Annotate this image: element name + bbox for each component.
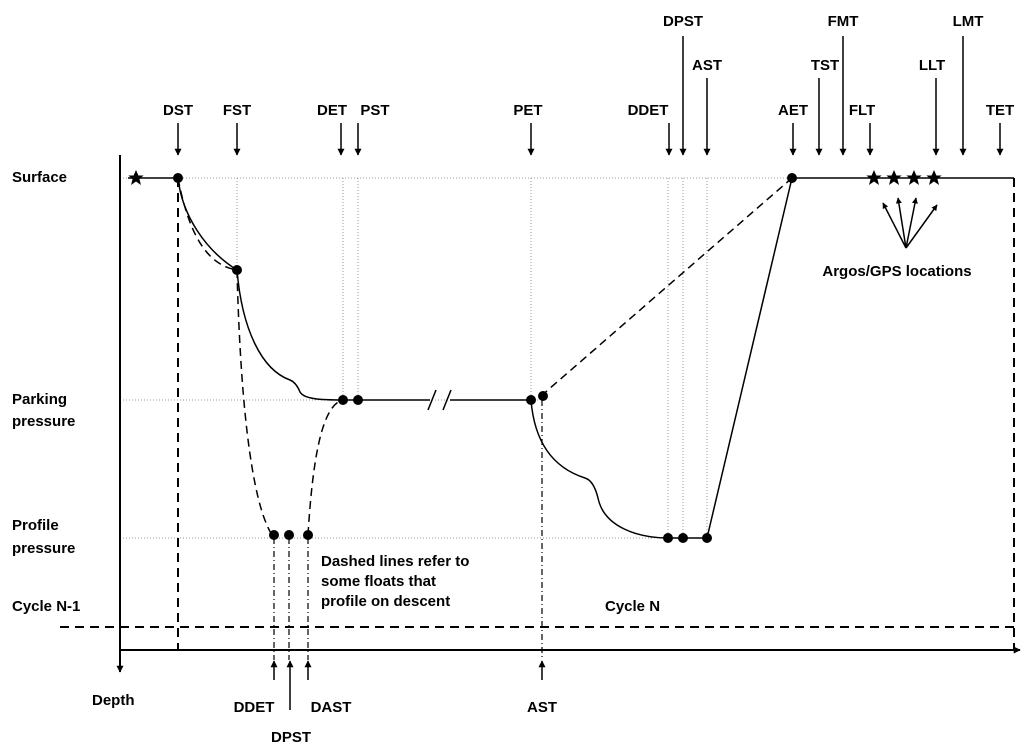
profile-label-line2: pressure [12, 540, 75, 557]
point-dpst-descent [284, 530, 294, 540]
dashed-note-line1: Dashed lines refer to [321, 553, 469, 570]
label-ddet: DDET [628, 102, 669, 119]
star-icon [128, 170, 144, 185]
point-ddet [663, 533, 673, 543]
star-icon [906, 170, 922, 185]
star-icon [926, 170, 942, 185]
point-dst [173, 173, 183, 183]
point-pet [526, 395, 536, 405]
depth-label: Depth [92, 692, 135, 709]
label-det: DET [317, 102, 347, 119]
cycle-prev-label: Cycle N-1 [12, 598, 80, 615]
profile-label-line1: Profile [12, 517, 59, 534]
label-tst: TST [811, 57, 839, 74]
bottom-label-ddet: DDET [234, 699, 275, 716]
label-lmt: LMT [953, 13, 984, 30]
point-det [338, 395, 348, 405]
point-pst [353, 395, 363, 405]
argos-arrows [882, 197, 938, 249]
point-aet [787, 173, 797, 183]
trajectory-dashed [177, 177, 793, 536]
dashdot-lines [273, 400, 543, 660]
label-llt: LLT [919, 57, 945, 74]
reference-lines [120, 177, 792, 539]
point-dast [303, 530, 313, 540]
bottom-event-arrows [270, 660, 546, 710]
label-dpst: DPST [663, 13, 703, 30]
point-ast-park [538, 391, 548, 401]
point-fst [232, 265, 242, 275]
label-tet: TET [986, 102, 1014, 119]
point-ast [702, 533, 712, 543]
event-points [173, 173, 797, 543]
star-icon [866, 170, 882, 185]
point-dpst [678, 533, 688, 543]
label-dst: DST [163, 102, 193, 119]
parking-label-line1: Parking [12, 391, 67, 408]
parking-label-line2: pressure [12, 413, 75, 430]
argos-gps-label: Argos/GPS locations [822, 263, 971, 280]
surface-label: Surface [12, 169, 67, 186]
label-fst: FST [223, 102, 251, 119]
cycle-current-label: Cycle N [605, 598, 660, 615]
bottom-label-dpst: DPST [271, 729, 311, 746]
label-flt: FLT [849, 102, 875, 119]
location-stars [128, 170, 942, 185]
axes [116, 155, 1021, 673]
star-icon [886, 170, 902, 185]
label-ast: AST [692, 57, 722, 74]
label-pst: PST [360, 102, 389, 119]
guide-lines [236, 178, 708, 538]
label-pet: PET [513, 102, 542, 119]
cycle-boundaries [60, 178, 1020, 650]
dashed-note-line2: some floats that [321, 573, 436, 590]
trajectory-solid [128, 177, 1014, 539]
top-event-arrows [174, 36, 1004, 156]
label-aet: AET [778, 102, 808, 119]
bottom-label-ast: AST [527, 699, 557, 716]
bottom-label-dast: DAST [311, 699, 352, 716]
label-fmt: FMT [828, 13, 859, 30]
dashed-note-line3: profile on descent [321, 593, 450, 610]
point-ddet-descent [269, 530, 279, 540]
